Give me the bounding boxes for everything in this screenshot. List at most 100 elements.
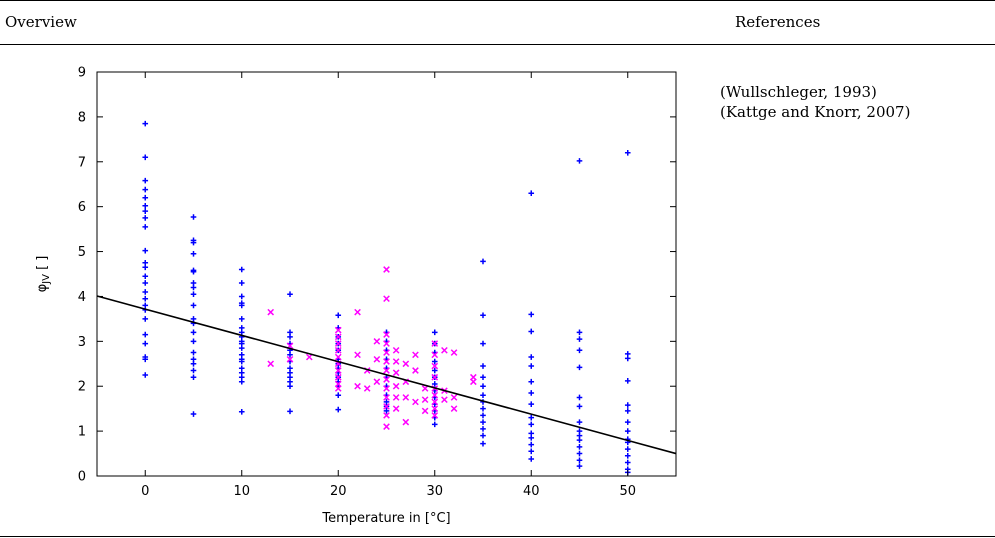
- data-point-cross: [334, 346, 342, 354]
- y-tick-label: 2: [78, 380, 86, 395]
- data-point-cross: [450, 405, 458, 412]
- data-point-plus: [335, 312, 342, 319]
- data-point-cross: [392, 405, 400, 412]
- data-point-plus: [190, 349, 197, 356]
- data-point-plus: [238, 356, 245, 363]
- data-point-cross: [334, 367, 342, 374]
- data-point-cross: [441, 346, 448, 354]
- y-axis-label-suffix: [ ]: [35, 256, 50, 274]
- data-point-plus: [238, 378, 245, 385]
- data-point-plus: [238, 302, 245, 309]
- data-point-cross: [392, 394, 400, 401]
- data-point-plus: [576, 394, 583, 401]
- data-point-plus: [142, 264, 149, 271]
- data-point-cross: [373, 355, 381, 363]
- y-tick-label: 9: [78, 66, 86, 81]
- data-point-plus: [190, 360, 197, 367]
- data-point-plus: [431, 367, 438, 374]
- data-point-plus: [576, 403, 583, 410]
- x-tick-label: 0: [141, 484, 149, 499]
- data-point-plus: [142, 280, 149, 286]
- table-bottom-rule: [0, 536, 995, 537]
- data-point-plus: [576, 336, 583, 342]
- data-point-plus: [576, 329, 583, 336]
- data-point-cross: [421, 407, 429, 415]
- data-point-plus: [528, 435, 535, 441]
- x-tick-label: 10: [233, 484, 250, 499]
- references-header: References: [735, 13, 821, 31]
- data-point-plus: [624, 408, 631, 414]
- data-point-cross: [431, 398, 439, 406]
- scatter-chart: 0 10 20 30 40 50 0 1 2 3 4 5 6 7 8 9 Temperature in [°C…: [35, 66, 677, 526]
- data-point-plus: [528, 190, 535, 196]
- data-point-cross: [383, 403, 390, 410]
- data-point-plus: [238, 409, 245, 415]
- data-point-plus: [480, 363, 486, 369]
- data-point-cross: [334, 373, 342, 381]
- data-point-cross: [383, 423, 390, 430]
- data-point-plus: [142, 202, 149, 209]
- y-tick-label: 0: [78, 470, 86, 485]
- data-point-cross: [431, 351, 439, 359]
- data-point-plus: [624, 446, 631, 452]
- data-point-cross: [383, 349, 390, 356]
- x-tick-label: 20: [330, 484, 347, 499]
- data-point-cross: [383, 358, 390, 365]
- x-tick-label: 40: [523, 484, 540, 499]
- data-point-plus: [190, 291, 197, 297]
- data-point-cross: [392, 369, 400, 377]
- data-point-plus: [528, 378, 535, 385]
- data-point-plus: [142, 177, 149, 184]
- data-point-plus: [480, 392, 486, 398]
- data-point-plus: [238, 338, 245, 345]
- y-tick-label: 7: [78, 155, 86, 170]
- data-point-cross: [450, 349, 458, 356]
- data-point-plus: [576, 347, 583, 354]
- data-point-plus: [142, 340, 149, 347]
- data-point-cross: [383, 340, 390, 347]
- data-point-cross: [354, 382, 361, 390]
- data-point-plus: [576, 364, 583, 371]
- data-point-plus: [576, 463, 583, 469]
- data-point-cross: [441, 396, 448, 404]
- data-point-cross: [383, 385, 390, 392]
- data-point-plus: [480, 419, 486, 425]
- data-point-cross: [392, 358, 400, 365]
- data-point-plus: [238, 293, 245, 300]
- data-point-plus: [528, 456, 535, 462]
- data-point-plus: [238, 316, 245, 322]
- data-point-cross: [354, 308, 361, 316]
- data-point-cross: [431, 362, 439, 370]
- x-axis-label: Temperature in [°C]: [321, 511, 450, 526]
- data-point-plus: [576, 437, 583, 443]
- data-point-cross: [421, 396, 429, 404]
- y-tick-label: 5: [78, 245, 86, 260]
- data-point-plus: [190, 251, 197, 257]
- data-point-plus: [287, 352, 293, 358]
- data-point-cross: [402, 418, 410, 426]
- data-point-cross: [431, 340, 439, 347]
- data-point-plus: [190, 329, 197, 336]
- data-point-plus: [480, 440, 486, 447]
- data-point-plus: [190, 268, 197, 275]
- table-top-rule: [0, 0, 995, 1]
- header-rule: [0, 44, 995, 45]
- y-tick-label: 1: [78, 425, 86, 440]
- data-point-plus: [142, 289, 149, 295]
- data-point-cross: [383, 376, 390, 383]
- data-point-cross: [267, 308, 275, 316]
- data-point-plus: [480, 426, 486, 432]
- data-point-plus: [190, 367, 197, 374]
- data-point-cross: [431, 373, 439, 381]
- data-point-plus: [576, 457, 583, 464]
- data-point-cross: [334, 353, 342, 361]
- data-point-plus: [624, 453, 631, 459]
- data-point-cross: [412, 367, 419, 374]
- y-tick-label: 8: [78, 110, 86, 125]
- data-point-cross: [383, 295, 390, 303]
- data-point-plus: [528, 354, 535, 360]
- data-point-cross: [373, 338, 381, 345]
- data-point-plus: [287, 408, 293, 415]
- data-point-plus: [624, 419, 631, 425]
- data-point-cross: [392, 346, 400, 354]
